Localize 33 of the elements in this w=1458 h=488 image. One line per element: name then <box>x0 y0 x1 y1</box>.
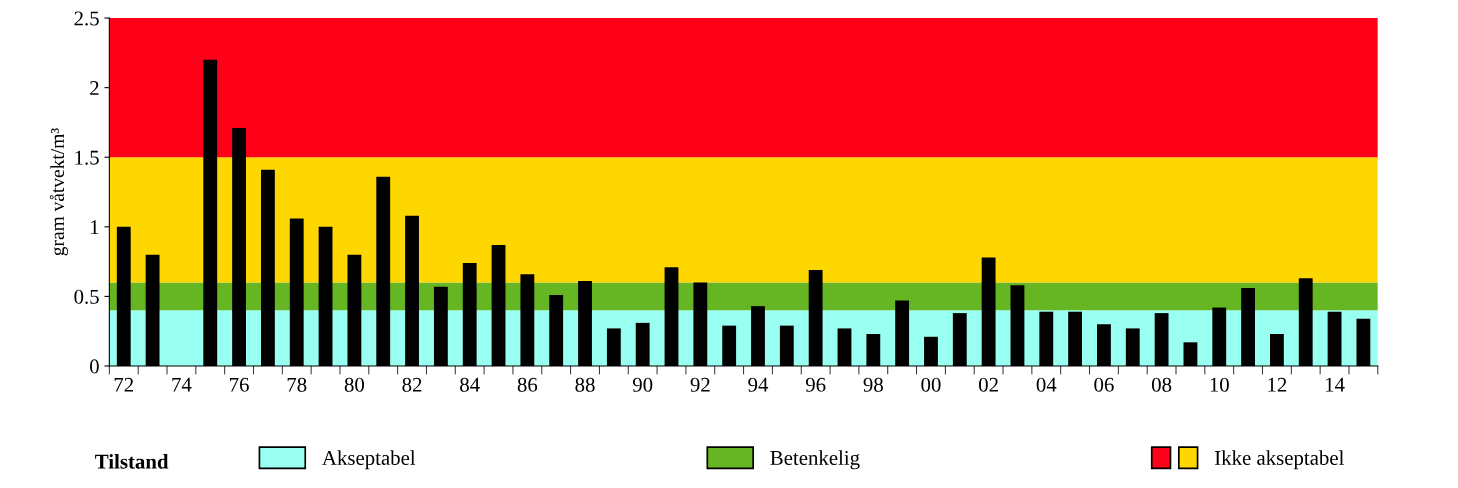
y-axis-title: gram våtvekt/m³ <box>49 128 69 256</box>
x-tick-label: 00 <box>921 377 941 392</box>
x-tick-label: 88 <box>575 377 595 392</box>
legend-label: Akseptabel <box>322 450 416 470</box>
x-tick-label: 78 <box>287 377 307 392</box>
x-tick-label: 02 <box>979 377 998 392</box>
x-tick-label: 86 <box>517 377 538 392</box>
y-tick-label: 2.5 <box>74 11 99 26</box>
x-tick-label: 80 <box>344 377 365 392</box>
legend-title: Tilstand <box>95 454 169 469</box>
y-tick-label: 1 <box>91 220 99 235</box>
x-tick-label: 10 <box>1210 377 1229 392</box>
x-tick-label: 96 <box>805 377 826 392</box>
x-tick-label: 12 <box>1268 377 1287 392</box>
y-tick-label: 1.5 <box>75 150 99 165</box>
x-tick-label: 04 <box>1036 377 1057 392</box>
legend-label: Betenkelig <box>770 450 860 470</box>
x-tick-label: 14 <box>1325 377 1345 392</box>
x-tick-label: 94 <box>748 377 769 392</box>
y-tick-label: 0 <box>90 359 99 374</box>
x-tick-label: 76 <box>230 377 249 392</box>
x-tick-label: 90 <box>632 377 653 392</box>
x-tick-label: 84 <box>460 377 480 392</box>
x-tick-label: 72 <box>114 377 134 392</box>
y-tick-label: 0.5 <box>74 289 99 304</box>
x-tick-label: 08 <box>1151 377 1172 392</box>
x-tick-label: 92 <box>690 377 710 392</box>
x-tick-label: 06 <box>1094 377 1114 392</box>
x-tick-label: 74 <box>172 377 192 392</box>
x-tick-label: 98 <box>863 377 883 392</box>
legend-label: Ikke akseptabel <box>1214 450 1344 470</box>
y-tick-label: 2 <box>90 81 99 95</box>
x-tick-label: 82 <box>402 377 422 392</box>
